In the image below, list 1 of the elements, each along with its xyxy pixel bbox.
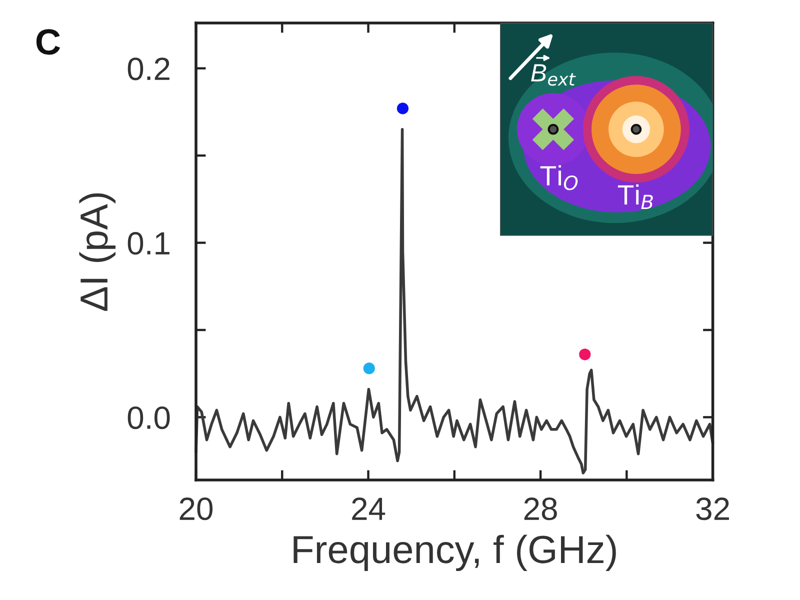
- x-tick-label: 32: [696, 498, 729, 520]
